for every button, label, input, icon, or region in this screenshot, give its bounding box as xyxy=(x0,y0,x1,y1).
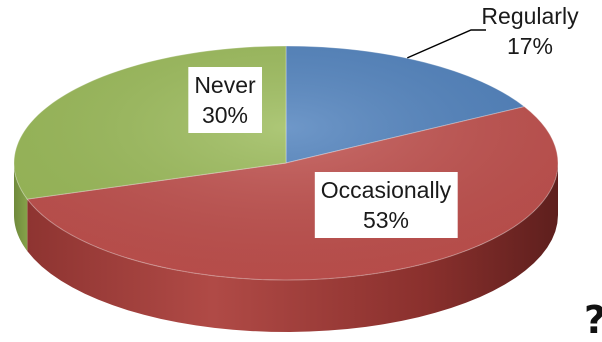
pie-data-labels: Regularly 17% Occasionally 53% Never 30% xyxy=(188,3,579,238)
data-label-percent: 30% xyxy=(202,102,248,128)
data-label-category: Regularly xyxy=(481,3,579,29)
data-label-percent: 17% xyxy=(507,33,553,59)
pie-side-occasionally xyxy=(27,163,559,332)
data-label-category: Occasionally xyxy=(321,177,452,203)
leader-line-regularly xyxy=(407,29,486,59)
data-label-box xyxy=(188,67,263,133)
data-label-occasionally: Occasionally 53% xyxy=(314,172,458,238)
clipped-question-mark: ? xyxy=(584,298,602,342)
data-label-regularly: Regularly 17% xyxy=(407,3,579,59)
data-label-box xyxy=(314,172,458,238)
pie-slices xyxy=(13,45,559,281)
data-label-percent: 53% xyxy=(363,207,409,233)
data-label-category: Never xyxy=(194,72,256,98)
data-label-never: Never 30% xyxy=(188,67,263,133)
